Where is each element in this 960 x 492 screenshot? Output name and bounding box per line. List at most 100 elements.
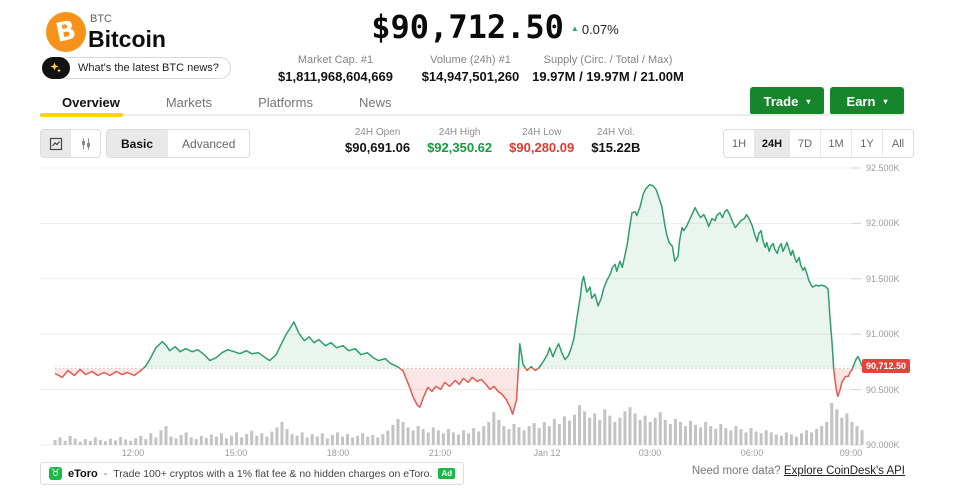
stat-value: $1,811,968,604,669: [278, 69, 393, 84]
volume-bar: [502, 426, 506, 445]
volume-bar: [219, 433, 223, 445]
volume-bar: [73, 438, 77, 445]
volume-bar: [845, 413, 849, 445]
volume-bar: [371, 434, 375, 445]
candlestick-chart-button[interactable]: [71, 130, 100, 157]
volume-bar: [457, 434, 460, 445]
volume-bar: [265, 436, 269, 445]
volume-bar: [628, 407, 632, 445]
volume-bar: [315, 436, 319, 445]
line-chart-button[interactable]: [41, 130, 71, 157]
earn-label: Earn: [846, 93, 876, 109]
volume-bar: [729, 430, 733, 445]
volume-bar: [426, 432, 430, 445]
volume-bar: [668, 424, 672, 445]
volume-bar: [290, 434, 294, 445]
tab-platforms[interactable]: Platforms: [258, 95, 313, 110]
volume-bar: [406, 427, 410, 445]
earn-button[interactable]: Earn ▾: [830, 87, 904, 115]
candlestick-icon: [81, 138, 90, 149]
volume-bar: [129, 440, 133, 445]
tab-news[interactable]: News: [358, 95, 392, 110]
volume-bar: [623, 411, 627, 445]
time-range-toggle: 1H 24H 7D 1M 1Y All: [723, 129, 914, 158]
volume-bar: [653, 417, 657, 445]
volume-bar: [603, 409, 607, 445]
volume-bar: [169, 436, 173, 445]
sparkle-icon: [42, 57, 70, 79]
x-tick-label: 15:00: [224, 448, 248, 458]
ad-brand: eToro: [68, 467, 98, 480]
btc-news-button[interactable]: What's the latest BTC news?: [42, 57, 231, 79]
change-percent: 0.07%: [581, 21, 619, 37]
active-tab-underline: [40, 113, 123, 117]
volume-bar: [93, 437, 97, 445]
volume-bar: [477, 431, 481, 445]
volume-bar: [578, 405, 582, 445]
volume-bar: [860, 430, 864, 445]
volume-bar: [305, 437, 309, 445]
volume-bar: [88, 440, 92, 445]
volume-bar: [709, 426, 713, 445]
volume-bar: [754, 431, 758, 445]
volume-bar: [487, 421, 491, 445]
price-area-down: [55, 368, 853, 415]
volume-bar: [517, 427, 521, 445]
volume-bar: [436, 430, 440, 445]
ohlc-value: $92,350.62: [427, 140, 493, 155]
volume-bar: [840, 417, 844, 445]
volume-bar: [411, 430, 415, 445]
volume-bar: [462, 430, 466, 445]
x-tick-label: 03:00: [638, 448, 662, 458]
volume-bar: [683, 426, 687, 445]
ad-separator: -: [103, 467, 108, 480]
volume-bar: [139, 435, 143, 445]
range-all-button[interactable]: All: [891, 137, 905, 150]
volume-bar: [83, 439, 87, 445]
volume-bar: [673, 418, 677, 445]
volume-bar: [416, 426, 420, 445]
range-1h-button[interactable]: 1H: [724, 130, 755, 157]
volume-bar: [810, 432, 814, 445]
volume-bar: [174, 438, 178, 445]
basic-mode-button[interactable]: Basic: [107, 130, 169, 157]
volume-bar: [230, 435, 234, 445]
tab-overview[interactable]: Overview: [62, 95, 120, 110]
volume-bar: [759, 433, 763, 445]
y-tick-label: 90.000K: [866, 440, 900, 450]
advanced-mode-button[interactable]: Advanced: [182, 136, 236, 151]
ohlc-label: 24H High: [438, 127, 481, 138]
range-1m-button[interactable]: 1M: [821, 130, 852, 157]
chart-type-toggle: [40, 129, 101, 158]
volume-bar: [381, 434, 385, 445]
etoro-ad-banner[interactable]: ♉ eToro - Trade 100+ cryptos with a 1% f…: [40, 462, 465, 485]
volume-bar: [396, 418, 400, 445]
api-link[interactable]: Explore CoinDesk's API: [783, 465, 905, 477]
volume-bar: [805, 430, 809, 445]
volume-bar: [769, 432, 773, 445]
ohlc-value: $90,691.06: [345, 140, 411, 155]
volume-bar: [467, 433, 471, 445]
volume-bar: [542, 421, 546, 445]
range-24h-button[interactable]: 24H: [755, 130, 790, 157]
volume-bar: [593, 413, 597, 445]
price-line-up: [142, 183, 863, 369]
volume-bar: [784, 432, 788, 445]
range-7d-button[interactable]: 7D: [790, 130, 821, 157]
range-1y-button[interactable]: 1Y: [852, 130, 883, 157]
volume-bar: [794, 436, 798, 445]
trade-button[interactable]: Trade ▾: [750, 87, 824, 115]
volume-bar: [320, 433, 324, 445]
volume-bar: [648, 421, 652, 445]
tab-markets[interactable]: Markets: [165, 95, 213, 110]
volume-bar: [330, 434, 334, 445]
volume-bar: [658, 412, 662, 445]
volume-bar: [335, 432, 339, 445]
volume-bar: [103, 441, 107, 445]
volume-bar: [53, 439, 57, 445]
volume-bar: [58, 437, 62, 445]
volume-bar: [608, 415, 612, 445]
volume-bar: [78, 441, 82, 445]
volume-bar: [224, 438, 228, 445]
